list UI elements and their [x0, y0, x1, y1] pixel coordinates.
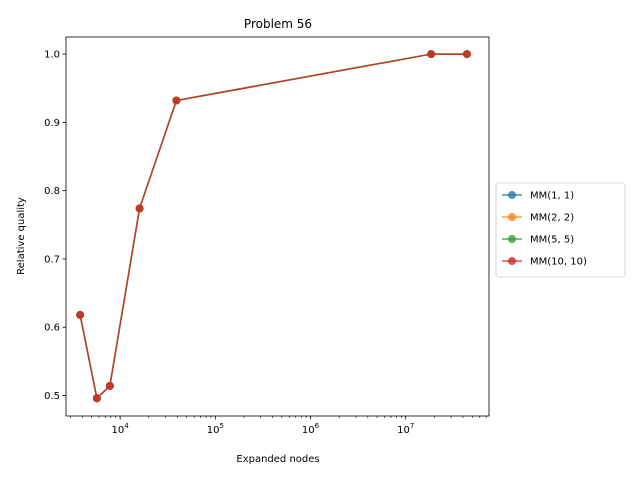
y-tick-label: 0.8	[44, 186, 60, 197]
x-axis-label: Expanded nodes	[236, 454, 319, 465]
y-tick-label: 1.0	[44, 50, 60, 61]
y-tick-label: 0.6	[44, 323, 60, 334]
data-point	[76, 310, 85, 319]
legend-marker	[508, 257, 516, 265]
chart-title: Problem 56	[244, 17, 312, 31]
legend-label: MM(10, 10)	[530, 257, 587, 268]
data-point	[105, 381, 114, 390]
series-4	[76, 50, 471, 403]
x-tick-label: 104	[112, 422, 130, 436]
legend-marker	[508, 213, 516, 221]
y-tick-label: 0.7	[44, 254, 60, 265]
plot-area: 0.5 0.6 0.7 0.8 0.9 1.0 104 105 106 107	[44, 36, 490, 436]
x-tick-label: 105	[207, 422, 224, 436]
data-point	[172, 96, 181, 105]
legend-box	[495, 182, 626, 278]
y-axis-label: Relative quality	[16, 197, 27, 275]
x-tick-label: 107	[397, 422, 414, 436]
legend-marker	[508, 191, 516, 199]
y-tick-label: 0.9	[44, 118, 60, 129]
legend-label: MM(1, 1)	[530, 191, 574, 202]
legend-label: MM(5, 5)	[530, 235, 574, 246]
axes-frame	[65, 36, 490, 417]
legend-marker	[508, 235, 516, 243]
data-point	[135, 204, 144, 213]
data-point	[427, 50, 436, 59]
legend: MM(1, 1) MM(2, 2) MM(5, 5) MM(10, 10)	[495, 182, 626, 278]
legend-label: MM(2, 2)	[530, 213, 574, 224]
y-tick-label: 0.5	[44, 391, 60, 402]
x-tick-label: 106	[302, 422, 320, 436]
data-point	[92, 394, 101, 403]
data-point	[462, 50, 471, 59]
